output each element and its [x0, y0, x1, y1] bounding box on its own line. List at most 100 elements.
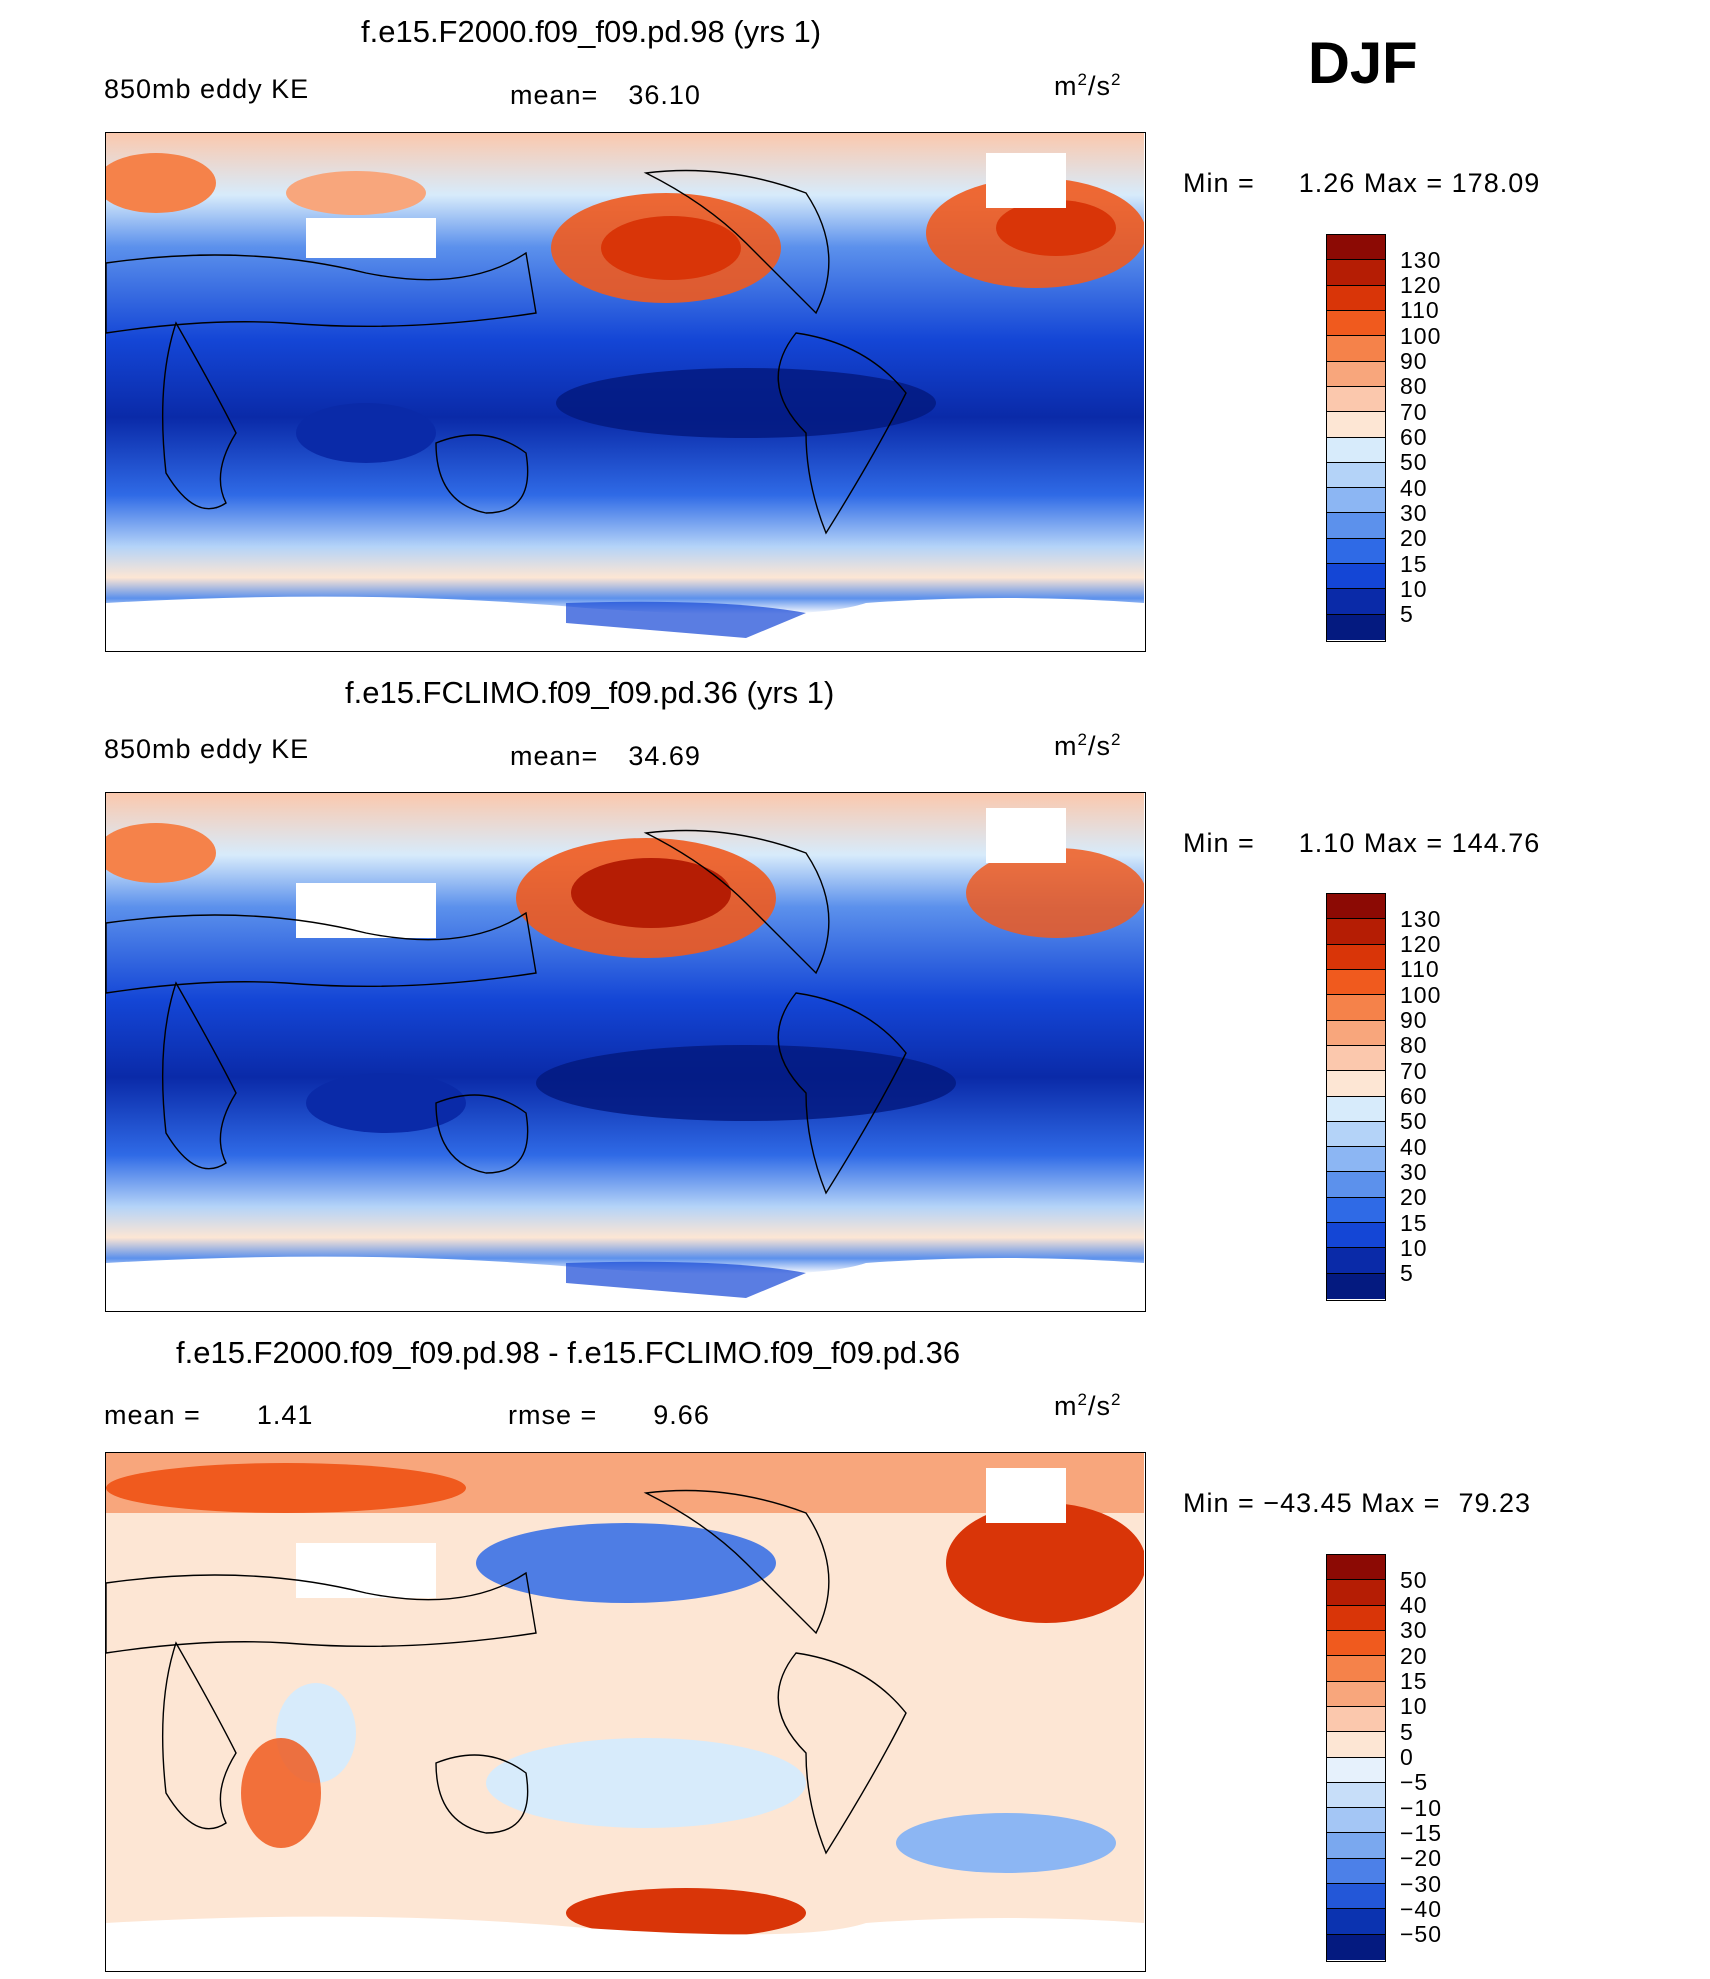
colorbar-swatch — [1327, 1630, 1385, 1657]
panel3-max-label: Max = — [1361, 1488, 1441, 1518]
colorbar-swatch — [1327, 1555, 1385, 1581]
colorbar-tick-label: 130 — [1400, 246, 1442, 273]
colorbar-swatch — [1327, 1071, 1385, 1097]
colorbar-tick-label: 10 — [1400, 1693, 1428, 1720]
colorbar-swatch — [1327, 1197, 1385, 1224]
colorbar-tick-label: 5 — [1400, 1260, 1414, 1287]
panel2-title: f.e15.FCLIMO.f09_f09.pd.36 (yrs 1) — [345, 675, 835, 710]
colorbar-swatch — [1327, 944, 1385, 970]
colorbar-swatch — [1327, 1248, 1385, 1274]
colorbar-swatch — [1327, 1858, 1385, 1885]
panel2-max-value: 144.76 — [1451, 828, 1541, 858]
colorbar-swatch — [1327, 235, 1385, 261]
colorbar-tick-label: 15 — [1400, 1209, 1428, 1236]
panel2-map — [105, 792, 1146, 1312]
panel2-min-value: 1.10 — [1298, 828, 1356, 858]
panel1-map-svg — [106, 133, 1144, 650]
colorbar-swatch — [1327, 361, 1385, 387]
colorbar-tick-label: 110 — [1400, 297, 1440, 324]
colorbar-swatch — [1327, 564, 1385, 590]
colorbar-swatch — [1327, 336, 1385, 362]
colorbar-tick-label: 60 — [1400, 424, 1428, 450]
panel1-mean: mean= 36.10 — [510, 80, 701, 111]
colorbar-tick-label: 10 — [1400, 1234, 1428, 1261]
panel3-max-value: 79.23 — [1458, 1488, 1532, 1518]
colorbar-swatch — [1327, 488, 1385, 514]
season-label: DJF — [1308, 31, 1418, 96]
colorbar-tick-label: 50 — [1400, 1108, 1428, 1135]
panel1-map — [105, 132, 1146, 652]
panel2-colorbar — [1326, 893, 1386, 1301]
colorbar-tick-label: 110 — [1400, 956, 1440, 983]
colorbar-swatch — [1327, 285, 1385, 311]
colorbar-swatch — [1327, 260, 1385, 286]
colorbar-tick-label: 100 — [1400, 981, 1442, 1008]
colorbar-swatch — [1327, 919, 1385, 945]
panel1-min-value: 1.26 — [1298, 168, 1356, 198]
colorbar-swatch — [1327, 1808, 1385, 1834]
colorbar-swatch — [1327, 1782, 1385, 1809]
colorbar-swatch — [1327, 462, 1385, 489]
colorbar-tick-label: 130 — [1400, 905, 1442, 932]
panel3-min-label: Min = — [1183, 1488, 1255, 1518]
panel2-mean: mean= 34.69 — [510, 741, 701, 772]
panel3-units: m2/s2 — [1054, 1390, 1122, 1421]
colorbar-tick-label: 30 — [1400, 1617, 1428, 1644]
panel1-min-label: Min = — [1183, 168, 1255, 198]
colorbar-swatch — [1327, 1757, 1385, 1783]
colorbar-swatch — [1327, 969, 1385, 996]
colorbar-tick-label: −40 — [1400, 1895, 1443, 1922]
colorbar-tick-label: 40 — [1400, 1133, 1428, 1160]
panel1-max-value: 178.09 — [1451, 168, 1541, 198]
colorbar-swatch — [1327, 1656, 1385, 1682]
panel3-rmse-value: 9.66 — [653, 1400, 710, 1430]
colorbar-swatch — [1327, 1605, 1385, 1631]
colorbar-swatch — [1327, 1096, 1385, 1122]
panel1-mean-label: mean= — [510, 80, 599, 110]
panel2-max-label: Max = — [1363, 828, 1444, 858]
colorbar-swatch — [1327, 614, 1385, 640]
panel2-units: m2/s2 — [1054, 730, 1122, 761]
panel1-minmax: Min = 1.26 Max = 178.09 — [1183, 168, 1540, 199]
colorbar-tick-label: 120 — [1400, 272, 1442, 299]
colorbar-tick-label: 120 — [1400, 931, 1442, 958]
colorbar-swatch — [1327, 1121, 1385, 1148]
colorbar-tick-label: 50 — [1400, 449, 1428, 476]
colorbar-swatch — [1327, 1909, 1385, 1935]
panel3-colorbar — [1326, 1554, 1386, 1962]
colorbar-swatch — [1327, 1273, 1385, 1299]
panel1-max-label: Max = — [1363, 168, 1444, 198]
colorbar-swatch — [1327, 412, 1385, 438]
panel3-rmse-label: rmse = — [508, 1400, 598, 1430]
panel3-rmse: rmse = 9.66 — [508, 1400, 710, 1431]
colorbar-swatch — [1327, 1681, 1385, 1707]
colorbar-swatch — [1327, 995, 1385, 1021]
panel3-mean-label: mean = — [104, 1400, 201, 1430]
colorbar-tick-label: 5 — [1400, 1718, 1414, 1745]
colorbar-tick-label: −15 — [1400, 1819, 1443, 1846]
colorbar-swatch — [1327, 386, 1385, 413]
panel2-min-label: Min = — [1183, 828, 1255, 858]
colorbar-swatch — [1327, 1732, 1385, 1758]
panel1-units: m2/s2 — [1054, 70, 1122, 101]
colorbar-tick-label: 50 — [1400, 1566, 1428, 1593]
panel1-colorbar — [1326, 234, 1386, 642]
colorbar-tick-label: 0 — [1400, 1744, 1414, 1770]
colorbar-tick-label: −20 — [1400, 1845, 1443, 1872]
panel1-variable-label: 850mb eddy KE — [104, 74, 310, 104]
colorbar-tick-label: 80 — [1400, 1032, 1428, 1059]
colorbar-swatch — [1327, 513, 1385, 539]
colorbar-tick-label: 70 — [1400, 1057, 1428, 1084]
colorbar-swatch — [1327, 1833, 1385, 1859]
colorbar-tick-label: 15 — [1400, 1668, 1428, 1695]
colorbar-tick-label: 60 — [1400, 1083, 1428, 1109]
panel3-mean-value: 1.41 — [256, 1400, 314, 1430]
colorbar-swatch — [1327, 538, 1385, 565]
colorbar-swatch — [1327, 589, 1385, 615]
colorbar-tick-label: 80 — [1400, 373, 1428, 400]
colorbar-tick-label: 40 — [1400, 474, 1428, 501]
panel2-mean-value: 34.69 — [628, 741, 701, 771]
colorbar-swatch — [1327, 437, 1385, 463]
colorbar-swatch — [1327, 1580, 1385, 1606]
colorbar-swatch — [1327, 1147, 1385, 1173]
